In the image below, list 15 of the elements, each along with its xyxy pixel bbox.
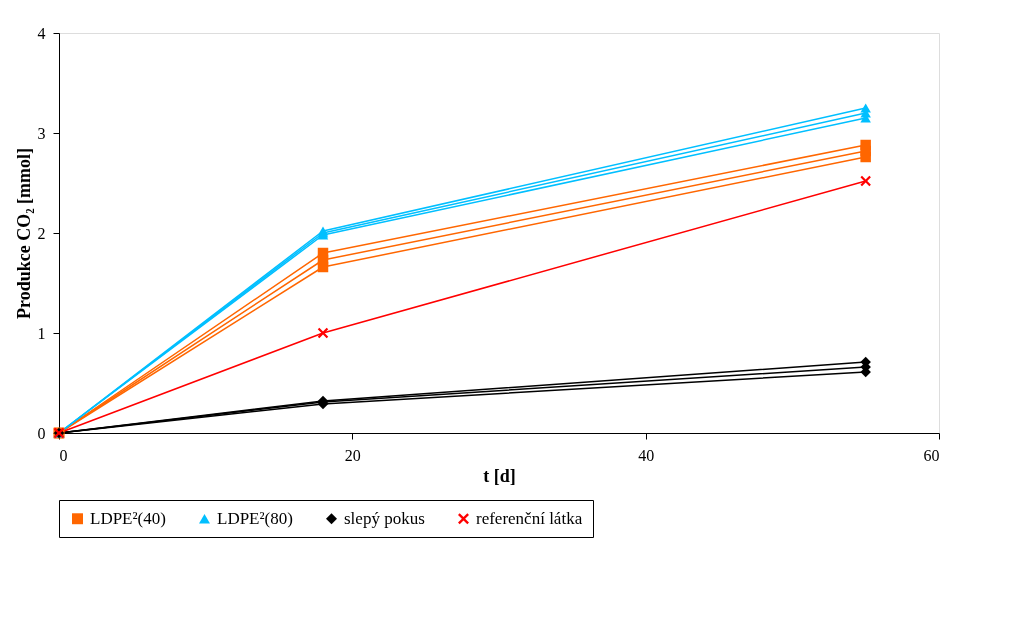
x-axis-title: t [d] bbox=[483, 465, 516, 486]
x-tick-label: 40 bbox=[638, 446, 655, 464]
y-tick-label: 2 bbox=[37, 224, 46, 242]
y-tick-label: 1 bbox=[37, 324, 46, 342]
x-tick-label: 20 bbox=[344, 446, 361, 464]
legend-label: referenční látka bbox=[476, 508, 583, 528]
x-tick-label: 0 bbox=[59, 446, 68, 464]
legend-label: slepý pokus bbox=[344, 508, 425, 528]
x-tick-label: 60 bbox=[923, 446, 940, 464]
y-tick-label: 4 bbox=[37, 24, 46, 42]
y-axis-title: Produkce CO₂ [mmol] bbox=[13, 147, 34, 320]
legend-label: LDPE²(80) bbox=[217, 508, 293, 528]
y-tick-label: 0 bbox=[37, 424, 46, 442]
y-tick-label: 3 bbox=[37, 124, 46, 142]
legend-label: LDPE²(40) bbox=[90, 508, 166, 528]
